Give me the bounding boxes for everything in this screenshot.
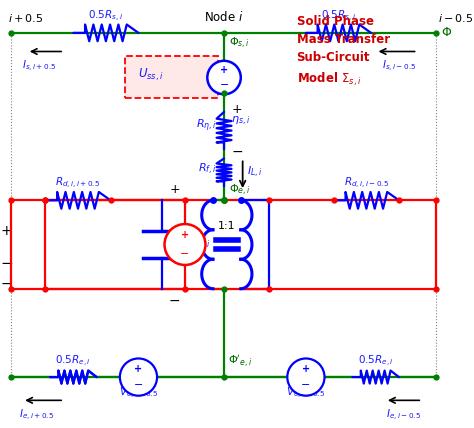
Text: $R_{\eta,i}$: $R_{\eta,i}$: [196, 118, 217, 134]
Text: +: +: [0, 223, 12, 238]
Text: −: −: [134, 380, 143, 390]
Text: $0.5R_{s,i}$: $0.5R_{s,i}$: [321, 9, 356, 24]
Text: −: −: [180, 249, 190, 259]
Text: −: −: [0, 256, 13, 270]
Text: $\Phi$: $\Phi$: [441, 27, 452, 39]
Text: +: +: [302, 364, 310, 374]
Text: $\Phi_{e,i}$: $\Phi_{e,i}$: [228, 182, 250, 198]
Text: +: +: [181, 230, 189, 240]
Text: $V_{e,i}$: $V_{e,i}$: [190, 237, 210, 252]
Circle shape: [120, 359, 157, 396]
Bar: [125, 56, 218, 98]
Text: $0.5R_{s,i}$: $0.5R_{s,i}$: [88, 9, 124, 24]
Text: $i+0.5$: $i+0.5$: [8, 12, 44, 24]
Text: $R_{f,i}$: $R_{f,i}$: [198, 162, 217, 177]
Text: $R_{d,i,i-0.5}$: $R_{d,i,i-0.5}$: [344, 176, 389, 191]
Text: +: +: [220, 65, 228, 75]
Text: Solid Phase
Mass Transfer
Sub-Circuit
Model $\Sigma_{s,i}$: Solid Phase Mass Transfer Sub-Circuit Mo…: [297, 15, 390, 88]
Text: $\eta_{s,i}$: $\eta_{s,i}$: [231, 115, 251, 128]
Text: $I_{e,i+0.5}$: $I_{e,i+0.5}$: [18, 408, 54, 423]
Circle shape: [287, 359, 325, 396]
Text: $0.5R_{e,i}$: $0.5R_{e,i}$: [358, 354, 393, 369]
Text: −: −: [169, 293, 180, 307]
Text: 1:1: 1:1: [218, 221, 236, 231]
Circle shape: [164, 224, 205, 265]
Text: +: +: [231, 103, 242, 116]
Text: $i-0.5$: $i-0.5$: [438, 12, 474, 24]
Text: −: −: [231, 145, 243, 159]
Text: $I_{e,i-0.5}$: $I_{e,i-0.5}$: [386, 408, 421, 423]
Text: $U_{ss,i}$: $U_{ss,i}$: [138, 67, 164, 83]
Text: $I_{s,i+0.5}$: $I_{s,i+0.5}$: [22, 59, 56, 74]
Text: $C_{d,i}$: $C_{d,i}$: [166, 237, 187, 252]
Text: $\Phi_{s,i}$: $\Phi_{s,i}$: [228, 36, 250, 51]
Text: $I_{L,i}$: $I_{L,i}$: [247, 165, 263, 180]
Text: +: +: [170, 183, 180, 196]
Text: −: −: [0, 277, 12, 291]
Text: $0.5R_{e,i}$: $0.5R_{e,i}$: [55, 354, 91, 369]
Circle shape: [207, 61, 241, 94]
Text: $R_{d,i,i+0.5}$: $R_{d,i,i+0.5}$: [55, 176, 100, 191]
Text: $I_{s,i-0.5}$: $I_{s,i-0.5}$: [382, 59, 416, 74]
Text: −: −: [219, 80, 229, 90]
Text: +: +: [135, 364, 143, 374]
Text: −: −: [301, 380, 310, 390]
Text: Node $i$: Node $i$: [204, 9, 244, 24]
Text: $V_{e,i-0.5}$: $V_{e,i-0.5}$: [286, 386, 326, 401]
Text: $V_{e,i+0.5}$: $V_{e,i+0.5}$: [119, 386, 158, 401]
Text: $\Phi'_{e,i}$: $\Phi'_{e,i}$: [228, 354, 252, 370]
